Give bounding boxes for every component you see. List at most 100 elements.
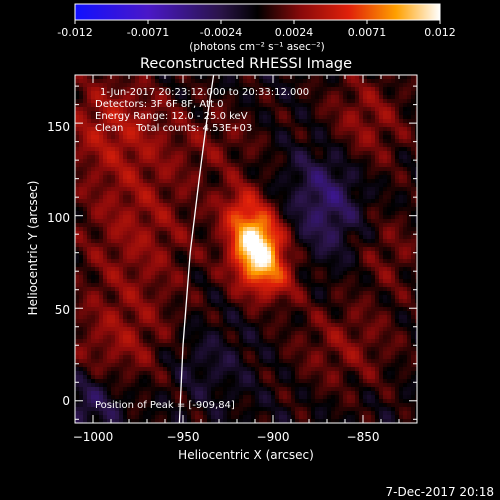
heatmap-cell — [163, 95, 168, 100]
heatmap-cell — [299, 227, 304, 232]
heatmap-cell — [131, 255, 136, 260]
heatmap-cell — [203, 347, 208, 352]
heatmap-cell — [251, 295, 256, 300]
heatmap-cell — [283, 263, 288, 268]
heatmap-cell — [275, 267, 280, 272]
heatmap-cell — [91, 327, 96, 332]
heatmap-cell — [291, 263, 296, 268]
heatmap-cell — [143, 367, 148, 372]
heatmap-cell — [75, 239, 80, 244]
heatmap-cell — [175, 303, 180, 308]
heatmap-cell — [291, 379, 296, 384]
heatmap-cell — [83, 395, 88, 400]
heatmap-cell — [239, 359, 244, 364]
heatmap-cell — [75, 299, 80, 304]
heatmap-cell — [263, 187, 268, 192]
heatmap-cell — [167, 327, 172, 332]
heatmap-cell — [223, 187, 228, 192]
heatmap-cell — [271, 155, 276, 160]
heatmap-cell — [203, 219, 208, 224]
heatmap-cell — [243, 291, 248, 296]
heatmap-cell — [235, 223, 240, 228]
heatmap-cell — [91, 343, 96, 348]
heatmap-cell — [99, 215, 104, 220]
heatmap-cell — [271, 147, 276, 152]
heatmap-cell — [199, 119, 204, 124]
heatmap-cell — [127, 187, 132, 192]
heatmap-cell — [215, 291, 220, 296]
heatmap-cell — [303, 75, 308, 80]
heatmap-cell — [199, 359, 204, 364]
heatmap-cell — [87, 167, 92, 172]
heatmap-cell — [111, 311, 116, 316]
heatmap-cell — [87, 419, 92, 423]
heatmap-cell — [167, 295, 172, 300]
heatmap-cell — [127, 115, 132, 120]
heatmap-cell — [155, 355, 160, 360]
heatmap-cell — [111, 111, 116, 116]
heatmap-cell — [115, 283, 120, 288]
heatmap-cell — [203, 199, 208, 204]
heatmap-cell — [127, 315, 132, 320]
heatmap-cell — [183, 271, 188, 276]
heatmap-cell — [191, 339, 196, 344]
heatmap-cell — [99, 327, 104, 332]
heatmap-cell — [179, 255, 184, 260]
heatmap-cell — [139, 411, 144, 416]
heatmap-cell — [215, 235, 220, 240]
heatmap-cell — [211, 155, 216, 160]
heatmap-cell — [83, 203, 88, 208]
heatmap-cell — [247, 247, 252, 252]
heatmap-cell — [215, 295, 220, 300]
heatmap-cell — [231, 147, 236, 152]
heatmap-cell — [131, 383, 136, 388]
heatmap-cell — [195, 355, 200, 360]
heatmap-cell — [239, 143, 244, 148]
heatmap-cell — [231, 163, 236, 168]
heatmap-cell — [235, 275, 240, 280]
heatmap-cell — [179, 243, 184, 248]
heatmap-cell — [143, 255, 148, 260]
heatmap-cell — [79, 167, 84, 172]
heatmap-cell — [103, 351, 108, 356]
heatmap-cell — [79, 275, 84, 280]
heatmap-cell — [179, 215, 184, 220]
heatmap-cell — [259, 283, 264, 288]
heatmap-cell — [287, 415, 292, 420]
heatmap-cell — [171, 247, 176, 252]
heatmap-cell — [143, 327, 148, 332]
heatmap-cell — [283, 255, 288, 260]
heatmap-cell — [259, 95, 264, 100]
heatmap-cell — [135, 363, 140, 368]
heatmap-cell — [287, 411, 292, 416]
heatmap-cell — [111, 271, 116, 276]
heatmap-cell — [291, 415, 296, 420]
heatmap-cell — [191, 307, 196, 312]
heatmap-cell — [183, 87, 188, 92]
heatmap-cell — [247, 323, 252, 328]
heatmap-cell — [127, 95, 132, 100]
heatmap-cell — [147, 175, 152, 180]
heatmap-cell — [75, 207, 80, 212]
heatmap-cell — [215, 371, 220, 376]
heatmap-cell — [235, 147, 240, 152]
heatmap-cell — [147, 383, 152, 388]
heatmap-cell — [271, 307, 276, 312]
heatmap-cell — [111, 407, 116, 412]
heatmap-cell — [119, 255, 124, 260]
heatmap-cell — [267, 115, 272, 120]
heatmap-cell — [147, 287, 152, 292]
heatmap-cell — [235, 279, 240, 284]
heatmap-cell — [103, 163, 108, 168]
heatmap-cell — [211, 223, 216, 228]
heatmap-cell — [143, 135, 148, 140]
heatmap-cell — [139, 303, 144, 308]
heatmap-cell — [195, 147, 200, 152]
heatmap-cell — [95, 135, 100, 140]
heatmap-cell — [255, 403, 260, 408]
heatmap-cell — [167, 419, 172, 423]
heatmap-cell — [175, 279, 180, 284]
heatmap-cell — [103, 411, 108, 416]
heatmap-cell — [183, 159, 188, 164]
heatmap-cell — [107, 359, 112, 364]
